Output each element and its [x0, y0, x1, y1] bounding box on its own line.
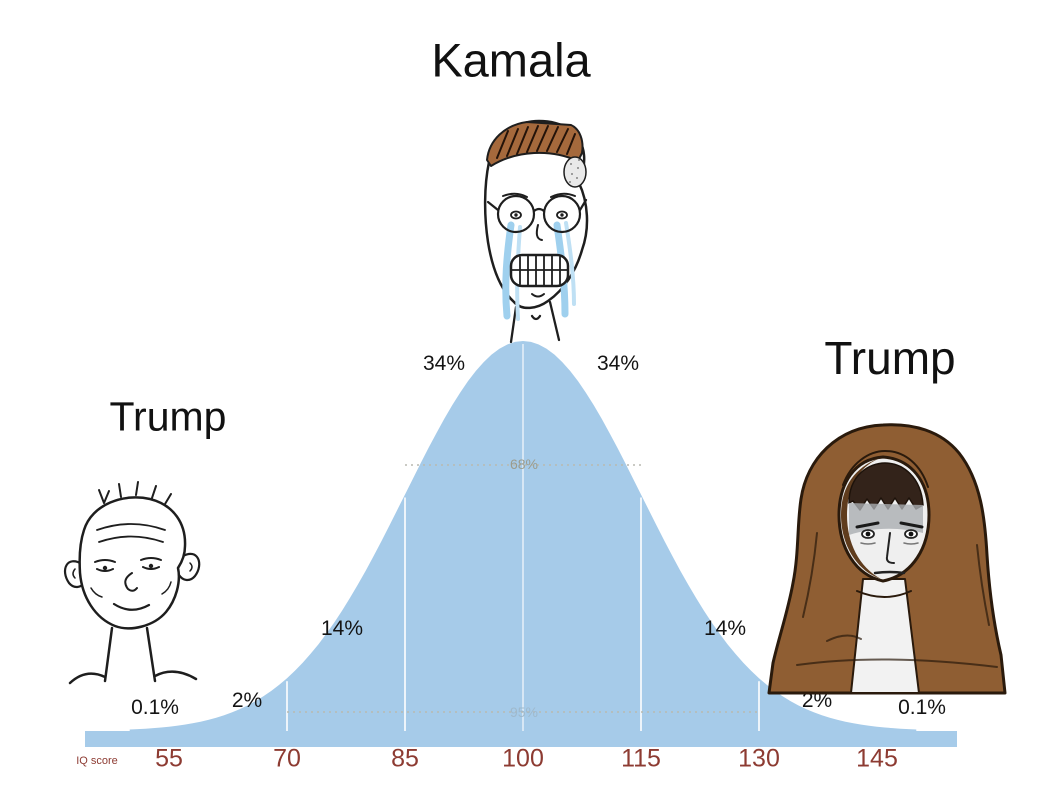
- hooded-mouth: [873, 570, 906, 575]
- percent-34-left: 34%: [422, 352, 466, 375]
- face-shadow: [849, 503, 923, 535]
- tick-55: 55: [155, 744, 183, 773]
- percent-2-right: 2%: [801, 689, 833, 712]
- interval-68-label: 68%: [509, 456, 539, 472]
- tick-130: 130: [738, 744, 780, 773]
- wojak-hair: [486, 121, 584, 167]
- brainlet-wojak-illustration: [64, 481, 201, 685]
- tick-100: 100: [502, 744, 544, 773]
- brainlet-right-ear: [177, 552, 201, 582]
- brainlet-face: [78, 496, 187, 630]
- crying-wojak-glasses-illustration: [483, 119, 589, 344]
- percent-34-right: 34%: [596, 352, 640, 375]
- x-axis-title: IQ score: [76, 755, 118, 767]
- interval-95-label: 95%: [509, 704, 539, 720]
- wojak-nose: [535, 224, 543, 241]
- tick-115: 115: [621, 744, 661, 773]
- percent-14-left: 14%: [320, 617, 364, 640]
- hair-sprouts: [98, 481, 172, 505]
- tick-85: 85: [391, 744, 419, 773]
- forehead-wrinkles: [96, 523, 166, 543]
- tears: [502, 221, 515, 320]
- round-glasses: [486, 194, 588, 234]
- brainlet-nose: [124, 572, 138, 592]
- percent-0_1-right: 0.1%: [898, 696, 946, 719]
- tick-145: 145: [856, 744, 898, 773]
- hooded-wojak-illustration: [767, 423, 1007, 695]
- percent-2-left: 2%: [231, 689, 263, 712]
- hood-folds: [796, 532, 998, 668]
- label-trump-left: Trump: [109, 393, 227, 440]
- brainlet-smile: [112, 602, 151, 611]
- shaved-side-patch: [563, 156, 587, 188]
- tick-70: 70: [273, 744, 301, 773]
- fringe-hair: [848, 462, 924, 511]
- percent-14-right: 14%: [703, 617, 747, 640]
- label-kamala: Kamala: [431, 33, 591, 87]
- hooded-nose: [885, 532, 895, 564]
- label-trump-right: Trump: [824, 332, 956, 384]
- percent-0_1-left: 0.1%: [131, 696, 179, 719]
